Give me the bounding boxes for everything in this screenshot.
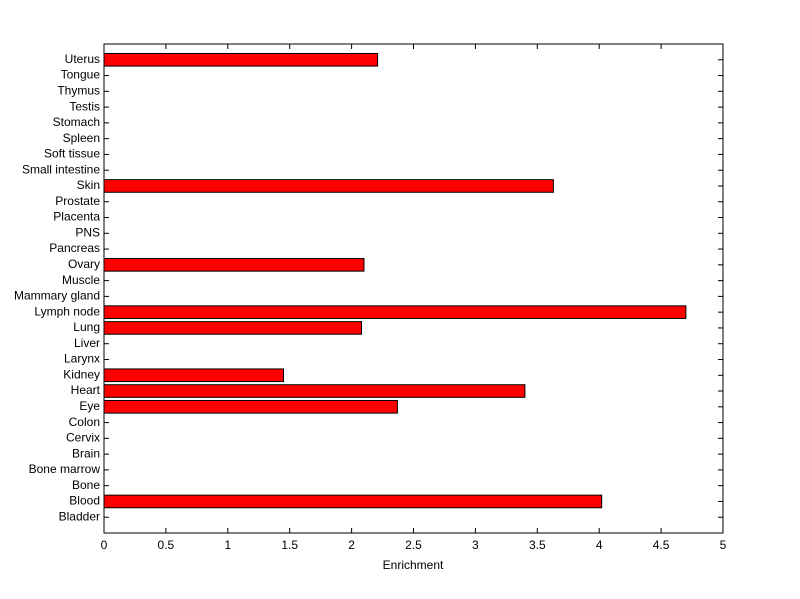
- x-tick-label: 5: [720, 538, 727, 552]
- y-tick-label: Liver: [74, 336, 100, 350]
- bar: [103, 368, 285, 383]
- y-tick-label: Thymus: [57, 83, 100, 97]
- bar: [103, 258, 365, 272]
- bar: [103, 321, 363, 335]
- y-tick-label: Heart: [71, 383, 101, 397]
- plot-frame: [103, 43, 724, 534]
- y-tick-label: Pancreas: [49, 241, 100, 255]
- bar: [103, 305, 687, 319]
- y-tick-label: Spleen: [63, 131, 100, 145]
- x-tick-label: 2: [348, 538, 355, 552]
- y-tick-label: Testis: [69, 99, 100, 113]
- y-tick-label: Larynx: [64, 352, 100, 366]
- y-tick-label: Cervix: [66, 431, 100, 445]
- y-tick-label: Skin: [77, 178, 100, 192]
- bar: [103, 179, 554, 193]
- y-tick-label: Stomach: [53, 115, 100, 129]
- y-tick-label: Brain: [72, 446, 100, 460]
- y-tick-label: Prostate: [55, 194, 100, 208]
- x-tick-label: 3: [472, 538, 479, 552]
- y-tick-label: Eye: [79, 399, 100, 413]
- x-tick-label: 0: [101, 538, 108, 552]
- y-tick-label: Ovary: [68, 257, 100, 271]
- bar: [103, 494, 603, 509]
- y-tick-label: Tongue: [61, 68, 101, 82]
- y-tick-label: Bone: [72, 478, 100, 492]
- y-tick-label: Bladder: [59, 509, 100, 523]
- y-tick-label: Mammary gland: [14, 289, 100, 303]
- y-tick-label: Bone marrow: [29, 462, 101, 476]
- x-tick-label: 0.5: [158, 538, 175, 552]
- y-tick-label: PNS: [75, 225, 100, 239]
- y-tick-label: Placenta: [53, 210, 100, 224]
- y-tick-label: Kidney: [63, 367, 100, 381]
- y-tick-label: Small intestine: [22, 162, 100, 176]
- x-axis-label: Enrichment: [383, 558, 444, 572]
- y-tick-label: Muscle: [62, 273, 100, 287]
- y-tick-label: Colon: [69, 415, 100, 429]
- y-tick-label: Soft tissue: [44, 147, 100, 161]
- x-tick-label: 4: [596, 538, 603, 552]
- x-tick-label: 2.5: [405, 538, 422, 552]
- bar: [103, 52, 379, 67]
- bar: [103, 399, 398, 414]
- y-tick-label: Lymph node: [34, 304, 100, 318]
- x-tick-label: 3.5: [529, 538, 546, 552]
- x-tick-label: 1: [224, 538, 231, 552]
- bar: [103, 384, 526, 398]
- y-tick-label: Lung: [73, 320, 100, 334]
- y-tick-label: Blood: [69, 494, 100, 508]
- x-tick-label: 4.5: [653, 538, 670, 552]
- y-tick-label: Uterus: [65, 52, 100, 66]
- x-tick-label: 1.5: [281, 538, 298, 552]
